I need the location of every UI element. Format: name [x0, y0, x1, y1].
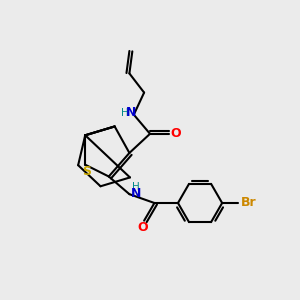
Text: O: O: [170, 127, 181, 140]
Text: H: H: [132, 182, 140, 192]
Text: Br: Br: [241, 196, 256, 209]
Text: N: N: [126, 106, 136, 119]
Text: O: O: [137, 220, 148, 234]
Text: H: H: [121, 108, 128, 118]
Text: S: S: [82, 165, 91, 178]
Text: N: N: [131, 187, 141, 200]
